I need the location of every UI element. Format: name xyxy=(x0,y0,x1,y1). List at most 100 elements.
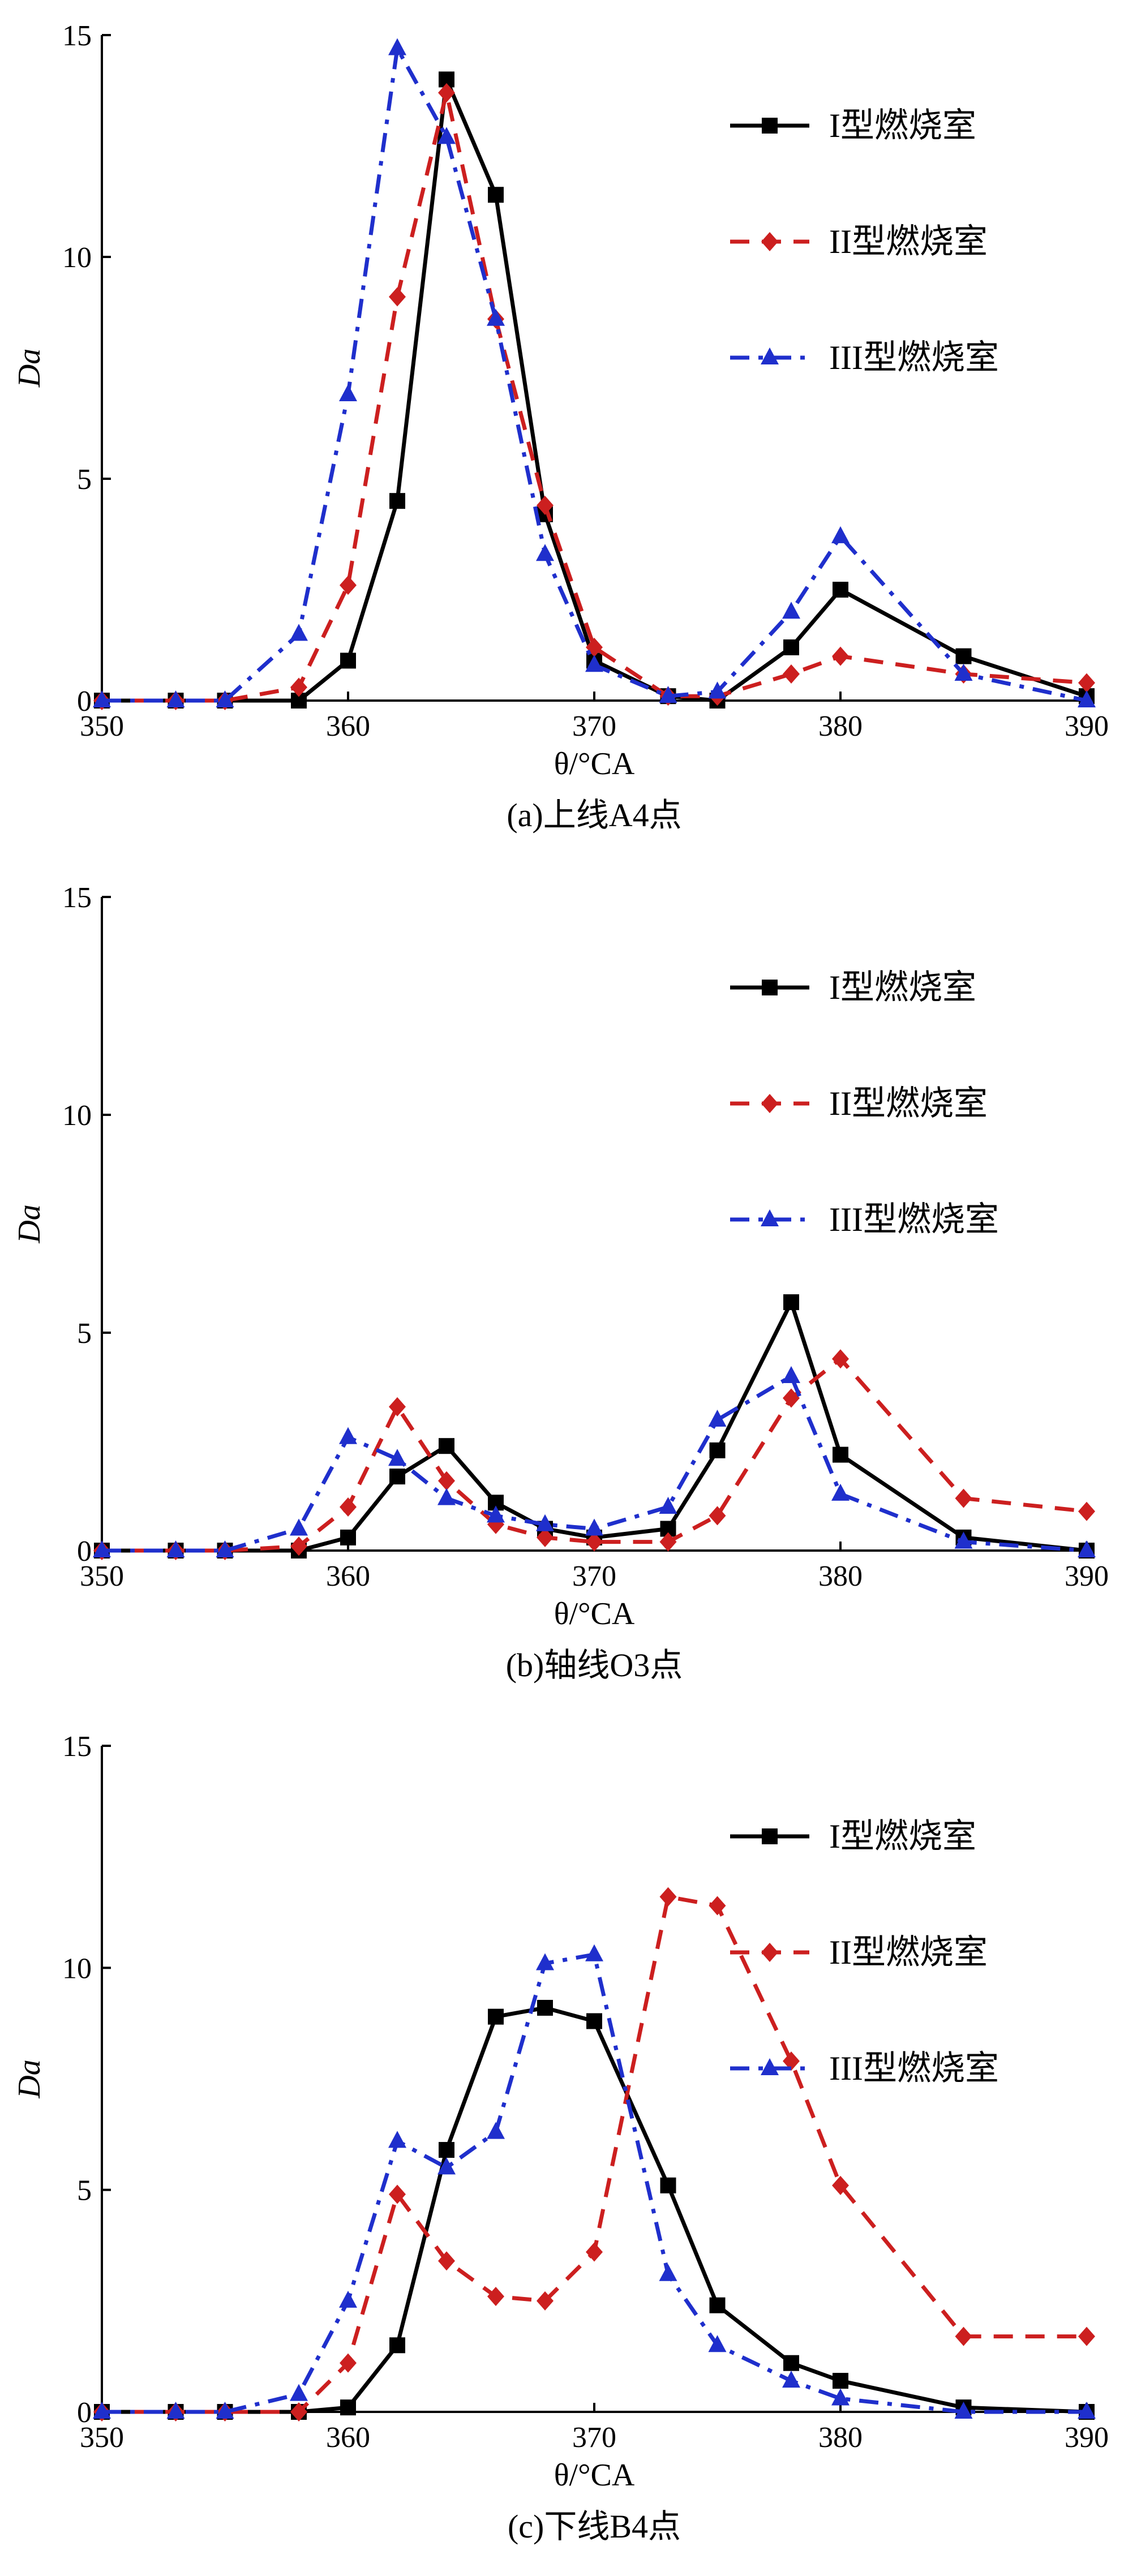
x-tick-label: 380 xyxy=(818,1560,863,1592)
legend-marker xyxy=(762,1828,778,1844)
data-point xyxy=(536,544,554,561)
data-point xyxy=(216,2402,234,2419)
data-point xyxy=(833,2373,848,2389)
x-tick-label: 380 xyxy=(818,710,863,742)
data-point xyxy=(93,690,111,707)
legend-marker xyxy=(762,980,778,995)
data-point xyxy=(536,1514,554,1531)
data-point xyxy=(340,1497,357,1517)
data-point xyxy=(708,2335,727,2352)
data-point xyxy=(954,1531,973,1549)
data-point xyxy=(290,2384,308,2401)
legend-marker xyxy=(761,1094,778,1113)
data-point xyxy=(437,1488,456,1505)
data-point xyxy=(783,2051,800,2071)
legend-label: III型燃烧室 xyxy=(829,2050,999,2087)
data-point xyxy=(831,2388,850,2406)
data-point xyxy=(389,2184,406,2204)
data-point xyxy=(290,2402,307,2422)
data-point xyxy=(488,187,504,203)
data-point xyxy=(954,663,973,681)
legend-label: I型燃烧室 xyxy=(829,107,976,144)
data-point xyxy=(389,1397,406,1416)
data-point xyxy=(166,2402,185,2419)
series-line xyxy=(102,1300,1087,1553)
legend-marker xyxy=(761,1943,778,1962)
data-point xyxy=(586,2242,603,2262)
series-1 xyxy=(94,71,1095,709)
data-point xyxy=(831,526,850,543)
data-point xyxy=(437,2157,456,2175)
data-point xyxy=(782,1366,800,1383)
data-point xyxy=(1078,1540,1096,1557)
data-point xyxy=(389,493,405,509)
series-line xyxy=(102,1952,1087,2414)
data-point xyxy=(166,1540,185,1557)
data-point xyxy=(708,1410,727,1427)
data-point xyxy=(955,648,972,664)
panel-caption: (c)下线B4点 xyxy=(508,2508,681,2545)
data-point xyxy=(659,1532,677,1552)
data-point xyxy=(389,2337,405,2354)
data-point xyxy=(585,655,603,672)
legend-label: II型燃烧室 xyxy=(829,223,988,260)
data-point xyxy=(388,38,406,55)
series-line xyxy=(102,91,1087,703)
y-tick-label: 5 xyxy=(77,463,92,496)
data-point xyxy=(290,624,308,641)
data-point xyxy=(536,1953,554,1970)
data-point xyxy=(339,2290,357,2308)
series-3 xyxy=(93,1366,1096,1557)
legend-marker xyxy=(761,2058,779,2075)
x-axis-label: θ/°CA xyxy=(554,1596,635,1632)
data-point xyxy=(437,127,456,144)
data-point xyxy=(832,1349,849,1369)
data-point xyxy=(955,2326,972,2346)
data-point xyxy=(487,2122,505,2139)
data-point xyxy=(709,1442,726,1458)
y-tick-label: 5 xyxy=(77,1317,92,1350)
x-tick-label: 390 xyxy=(1065,710,1109,742)
data-point xyxy=(708,681,727,699)
data-point xyxy=(290,1518,308,1536)
data-point xyxy=(290,677,307,697)
legend-label: III型燃烧室 xyxy=(829,1201,999,1238)
chart-panel-1: 0 5 10 15 350 360 370 380 390 θ/°CA Da (a)上线A4点 I型燃烧… xyxy=(12,20,1109,834)
data-point xyxy=(388,1449,406,1466)
data-point xyxy=(389,287,406,307)
data-point xyxy=(833,1446,848,1463)
y-tick-label: 5 xyxy=(77,2175,92,2207)
data-point xyxy=(1078,1501,1095,1521)
x-tick-label: 350 xyxy=(80,710,124,742)
series-line xyxy=(102,46,1087,703)
data-point xyxy=(438,2251,455,2271)
data-point xyxy=(783,1294,799,1311)
x-axis-label: θ/°CA xyxy=(554,746,635,782)
data-point xyxy=(290,1536,307,1556)
data-point xyxy=(340,652,356,669)
data-point xyxy=(831,1483,850,1501)
x-tick-label: 360 xyxy=(326,2422,370,2454)
data-point xyxy=(438,83,455,102)
legend-label: I型燃烧室 xyxy=(829,969,976,1006)
data-point xyxy=(585,1944,603,1961)
chart-panel-3: 0 5 10 15 350 360 370 380 390 θ/°CA Da (c)下线B4点 I型燃烧… xyxy=(12,1731,1109,2545)
y-axis-label: Da xyxy=(12,349,47,388)
data-point xyxy=(783,2355,799,2371)
data-point xyxy=(954,2402,973,2419)
x-tick-label: 380 xyxy=(818,2422,863,2454)
y-tick-label: 10 xyxy=(62,1100,92,1132)
data-point xyxy=(585,1518,603,1536)
y-tick-label: 15 xyxy=(62,882,92,914)
data-point xyxy=(833,582,848,598)
data-point xyxy=(340,576,357,595)
series-line xyxy=(102,1356,1087,1553)
data-point xyxy=(659,2264,677,2281)
data-point xyxy=(438,1471,455,1491)
data-point xyxy=(955,1488,972,1508)
x-tick-label: 360 xyxy=(326,710,370,742)
series-3 xyxy=(93,38,1096,707)
x-tick-label: 370 xyxy=(572,1560,616,1592)
legend-marker xyxy=(761,232,778,251)
